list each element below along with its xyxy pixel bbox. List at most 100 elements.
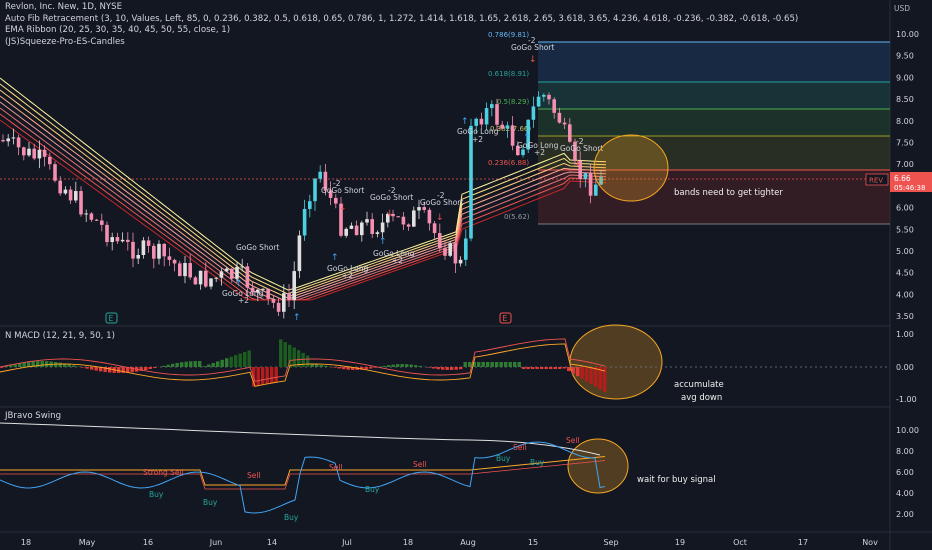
last-price-box bbox=[890, 172, 932, 192]
macd-bar bbox=[193, 361, 197, 367]
annotation-accumulate[interactable]: accumulate bbox=[674, 380, 724, 390]
macd-bar bbox=[220, 359, 224, 367]
candle bbox=[16, 134, 21, 156]
macd-bar bbox=[45, 361, 49, 367]
macd-bar bbox=[544, 367, 548, 369]
strong-sell-label: Strong Sell bbox=[143, 468, 184, 477]
candle bbox=[448, 241, 452, 258]
macd-bar bbox=[526, 367, 530, 369]
macd-bar bbox=[418, 365, 422, 367]
annotation-ellipse[interactable] bbox=[569, 324, 663, 400]
annotation-bands[interactable]: bands need to get tighter bbox=[674, 188, 783, 198]
candle bbox=[474, 117, 478, 133]
candle bbox=[282, 284, 286, 319]
macd-bar bbox=[121, 367, 125, 373]
ema-line bbox=[0, 83, 607, 295]
macd-bar bbox=[490, 362, 494, 367]
gogo-short-label: GoGo Short bbox=[420, 198, 463, 207]
sell-label: Sell bbox=[566, 436, 580, 445]
macd-bar bbox=[94, 367, 98, 371]
macd-bar bbox=[580, 367, 584, 379]
earnings-marker[interactable]: E bbox=[499, 312, 512, 324]
ema-ribbon[interactable] bbox=[0, 77, 607, 301]
macd-bar bbox=[207, 364, 211, 367]
signal-line bbox=[0, 343, 606, 387]
macd-bar bbox=[472, 362, 476, 367]
macd-bar bbox=[243, 351, 247, 367]
candle bbox=[313, 177, 317, 211]
macd-bar bbox=[292, 347, 296, 367]
macd-bar bbox=[445, 367, 449, 370]
candle bbox=[510, 116, 515, 151]
price-tick-label: 7.00 bbox=[896, 160, 914, 169]
macd-bar bbox=[234, 355, 238, 367]
candle bbox=[516, 141, 520, 156]
candle bbox=[521, 146, 525, 158]
ema-line bbox=[0, 89, 607, 299]
macd-bar bbox=[454, 367, 458, 370]
macd-bar bbox=[558, 367, 562, 369]
macd-tick-label: -1.00 bbox=[896, 395, 917, 404]
jbravo-pane[interactable] bbox=[0, 422, 606, 514]
macd-bar bbox=[130, 367, 134, 373]
candle bbox=[214, 277, 218, 283]
macd-bar bbox=[202, 366, 206, 367]
macd-bar bbox=[306, 355, 310, 367]
candle bbox=[464, 229, 468, 266]
symbol-title[interactable]: Revlon, Inc. New, 1D, NYSE bbox=[5, 2, 123, 12]
jbravo-title[interactable]: JBravo Swing bbox=[5, 411, 62, 421]
gogo-short-label: GoGo Short bbox=[321, 186, 364, 195]
macd-bar bbox=[495, 362, 499, 367]
macd-bar bbox=[36, 361, 40, 367]
candle bbox=[136, 248, 140, 265]
legend[interactable]: Revlon, Inc. New, 1D, NYSE Auto Fib Retr… bbox=[5, 2, 798, 48]
macd-bar bbox=[27, 361, 31, 367]
ema-indicator-title[interactable]: EMA Ribbon (20, 25, 30, 35, 40, 45, 50, … bbox=[5, 25, 231, 35]
candle bbox=[287, 284, 291, 308]
candle bbox=[235, 261, 239, 283]
price-tick-label: 5.00 bbox=[896, 247, 914, 256]
annotation-ellipse[interactable] bbox=[567, 438, 629, 494]
macd-bar bbox=[18, 363, 22, 367]
macd-bar bbox=[387, 365, 391, 367]
macd-bar bbox=[31, 361, 35, 367]
price-tick-label: 7.50 bbox=[896, 139, 914, 148]
price-axis[interactable]: 10.009.509.008.508.007.507.006.506.005.5… bbox=[896, 30, 919, 321]
candle bbox=[552, 97, 556, 119]
time-axis[interactable]: 18 May 16 Jun 14 Jul 18 Aug 15 Sep 19 Oct 17 Nov bbox=[21, 538, 878, 547]
annotation-wait[interactable]: wait for buy signal bbox=[637, 475, 716, 485]
candle bbox=[178, 260, 182, 277]
macd-bar bbox=[463, 362, 467, 367]
ema-line bbox=[0, 107, 607, 301]
candle bbox=[115, 232, 120, 244]
fib-zone-0786 bbox=[538, 42, 890, 82]
annotation-ellipse[interactable] bbox=[593, 134, 669, 202]
jbravo-axis[interactable]: 10.00 8.00 6.00 4.00 2.00 bbox=[896, 426, 919, 519]
macd-pane[interactable] bbox=[0, 338, 607, 392]
macd-bar bbox=[553, 367, 557, 369]
candles[interactable] bbox=[1, 91, 603, 319]
candle bbox=[58, 176, 62, 196]
macd-title[interactable]: N MACD (12, 21, 9, 50, 1) bbox=[5, 331, 115, 341]
time-tick-label: Sep bbox=[603, 538, 618, 547]
squeeze-indicator-title[interactable]: (JS)Squeeze-Pro-ES-Candles bbox=[5, 36, 125, 47]
macd-axis[interactable]: 1.00 0.00 -1.00 bbox=[896, 330, 917, 404]
macd-bar bbox=[274, 367, 278, 383]
fib-indicator-title[interactable]: Auto Fib Retracement (3, 10, Values, Lef… bbox=[5, 13, 799, 24]
macd-bar bbox=[499, 362, 503, 367]
candle bbox=[224, 267, 229, 272]
candle bbox=[422, 201, 426, 213]
macd-bar bbox=[360, 367, 364, 370]
price-tag[interactable]: REV 6.66 05:46:38 bbox=[865, 172, 932, 192]
candle bbox=[146, 236, 151, 253]
candle bbox=[48, 152, 52, 170]
ema-line bbox=[0, 101, 607, 301]
candle bbox=[292, 261, 296, 310]
candle bbox=[547, 92, 551, 105]
earnings-marker[interactable]: E bbox=[105, 312, 118, 324]
candle bbox=[209, 277, 213, 290]
plus2-label: +2 bbox=[534, 148, 545, 157]
ema-line bbox=[0, 119, 607, 301]
annotation-avg-down[interactable]: avg down bbox=[681, 393, 722, 403]
